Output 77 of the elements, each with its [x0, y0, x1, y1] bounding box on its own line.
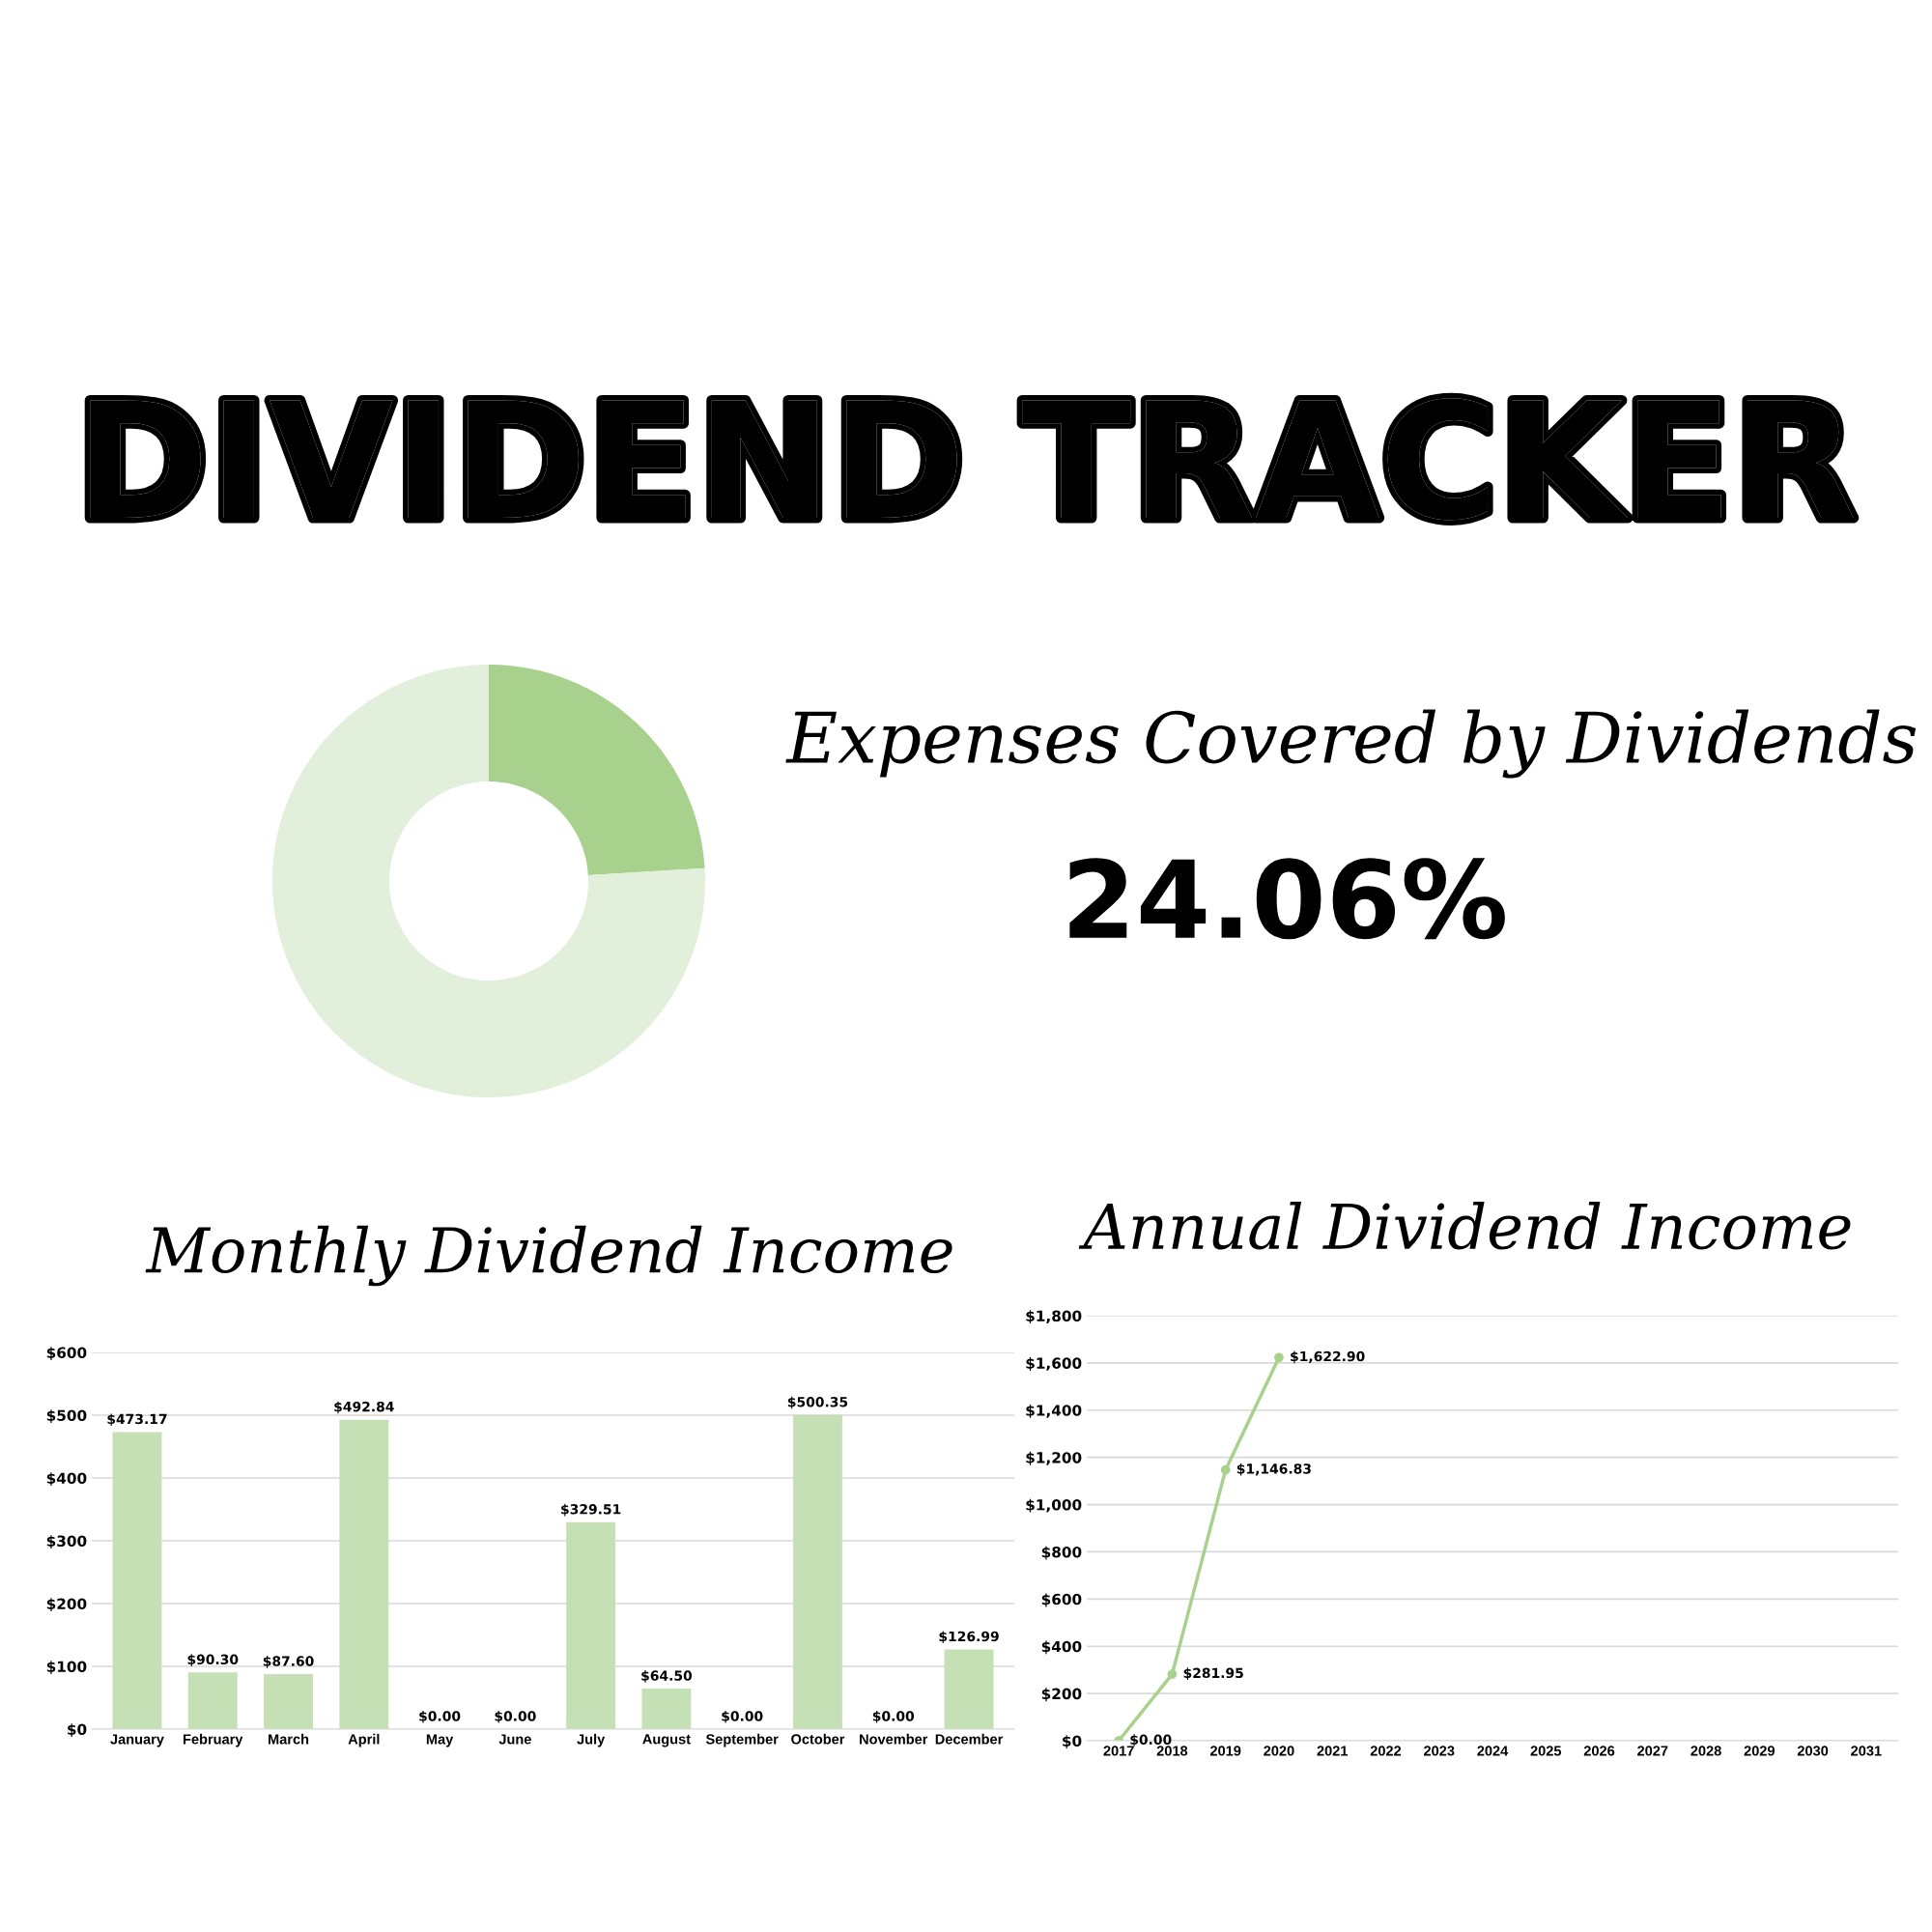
y-tick-label: $0 [1063, 1735, 1082, 1749]
y-tick-label: $400 [1041, 1640, 1082, 1655]
y-tick-label: $300 [46, 1535, 87, 1549]
x-tick-label: 2028 [1690, 1746, 1721, 1756]
donut-slice [272, 665, 705, 1097]
x-tick-label: 2017 [1103, 1746, 1134, 1756]
text: Expenses Covered by Dividends [785, 709, 1917, 779]
y-tick-label: $1,200 [1026, 1451, 1082, 1465]
data-label: $1,146.83 [1236, 1463, 1311, 1476]
x-tick-label: March [269, 1733, 309, 1745]
bar [641, 1689, 692, 1729]
point [1274, 1352, 1284, 1363]
data-label: $0.00 [419, 1711, 461, 1723]
data-label: $126.99 [939, 1631, 999, 1644]
x-tick-label: 2031 [1851, 1746, 1882, 1756]
y-tick-label: $0 [68, 1723, 87, 1738]
bar [566, 1521, 616, 1729]
bar [793, 1414, 842, 1729]
x-tick-label: 2024 [1477, 1746, 1509, 1756]
x-tick-label: September [705, 1733, 779, 1747]
x-tick-label: 2018 [1156, 1746, 1188, 1756]
data-label: $87.60 [263, 1656, 314, 1668]
y-tick-label: $1,400 [1026, 1404, 1082, 1418]
x-tick-label: May [426, 1734, 454, 1747]
y-tick-label: $600 [1041, 1593, 1082, 1607]
bar [339, 1419, 389, 1729]
x-tick-label: 2025 [1530, 1746, 1562, 1756]
x-tick-label: 2026 [1583, 1746, 1615, 1756]
data-label: $281.95 [1183, 1667, 1243, 1680]
x-tick-label: 2023 [1424, 1746, 1455, 1756]
bar [112, 1432, 162, 1729]
donut-slice [489, 665, 705, 875]
x-tick-label: 2020 [1264, 1746, 1294, 1756]
data-label: $64.50 [641, 1670, 693, 1683]
chart-title: Monthly Dividend Income [145, 1225, 952, 1287]
y-tick-label: $1,800 [1026, 1310, 1082, 1324]
y-tick-label: $200 [1041, 1688, 1082, 1702]
y-tick-label: $400 [46, 1472, 87, 1487]
chart-title: Annual Dividend Income [1078, 1202, 1851, 1250]
x-tick-label: December [935, 1733, 1004, 1745]
y-tick-label: $200 [46, 1598, 87, 1612]
y-tick-label: $800 [1041, 1546, 1082, 1560]
point [1167, 1669, 1178, 1679]
x-tick-label: 2022 [1370, 1746, 1402, 1756]
x-tick-label: 2030 [1797, 1746, 1829, 1756]
x-tick-label: July [577, 1733, 606, 1747]
data-label: $0.00 [1130, 1734, 1172, 1747]
x-tick-label: August [642, 1734, 691, 1747]
data-label: $473.17 [107, 1413, 167, 1427]
x-tick-label: June [498, 1734, 531, 1745]
data-label: $0.00 [872, 1711, 915, 1723]
y-tick-label: $1,000 [1026, 1498, 1082, 1513]
x-tick-label: November [860, 1733, 928, 1745]
x-tick-label: January [110, 1734, 164, 1747]
x-tick-label: October [791, 1733, 845, 1745]
y-tick-label: $1,600 [1026, 1357, 1082, 1371]
data-label: $0.00 [495, 1711, 536, 1723]
x-tick-label: April [348, 1733, 380, 1747]
data-label: $329.51 [561, 1503, 621, 1517]
x-tick-label: 2029 [1744, 1746, 1775, 1756]
data-label: $492.84 [334, 1401, 394, 1414]
bar [264, 1674, 313, 1729]
data-label: $500.35 [787, 1396, 848, 1409]
data-label: $0.00 [722, 1711, 763, 1723]
x-tick-label: 2019 [1209, 1746, 1241, 1756]
data-label: $1,622.90 [1291, 1350, 1365, 1364]
y-tick-label: $500 [46, 1409, 87, 1424]
x-tick-label: 2027 [1637, 1746, 1668, 1756]
x-tick-label: 2021 [1317, 1746, 1349, 1756]
bar [187, 1672, 238, 1729]
y-tick-label: $100 [46, 1661, 87, 1675]
y-tick-label: $600 [46, 1347, 87, 1361]
x-tick-label: February [184, 1733, 243, 1747]
point [1220, 1464, 1231, 1475]
data-label: $90.30 [187, 1654, 239, 1666]
bar [944, 1649, 994, 1729]
text: 24.06% [1069, 858, 1505, 940]
